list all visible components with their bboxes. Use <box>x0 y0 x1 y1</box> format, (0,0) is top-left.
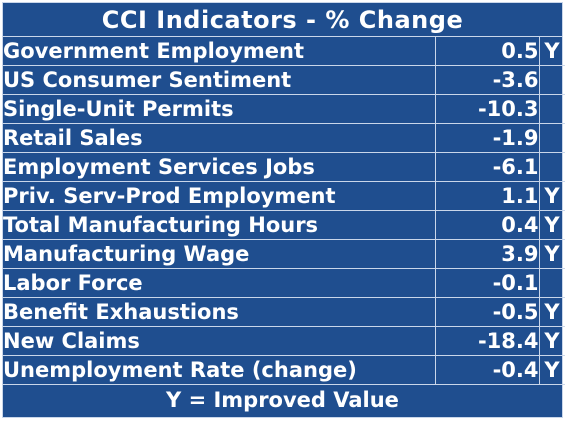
table-row: US Consumer Sentiment -3.6 <box>3 65 565 95</box>
indicators-table: Government Employment 0.5 Y US Consumer Sen… <box>3 37 565 385</box>
improved-flag: Y <box>538 355 565 385</box>
improved-flag: Y <box>538 210 565 240</box>
improved-flag: Y <box>538 181 565 211</box>
table-row: Total Manufacturing Hours 0.4 Y <box>3 210 565 240</box>
indicator-value: -0.5 <box>434 297 540 327</box>
indicators-table-body: Government Employment 0.5 Y US Consumer Sen… <box>3 37 565 385</box>
improved-flag <box>538 65 565 95</box>
cci-indicators-panel: CCI Indicators - % Change Government Emp… <box>2 2 565 418</box>
indicator-value: -18.4 <box>434 326 540 356</box>
indicator-value: -1.9 <box>434 123 540 153</box>
indicator-name: Unemployment Rate (change) <box>3 355 436 385</box>
table-row: Manufacturing Wage 3.9 Y <box>3 239 565 269</box>
indicator-value: -6.1 <box>434 152 540 182</box>
legend-footer: Y = Improved Value <box>3 384 562 417</box>
indicator-value: -10.3 <box>434 94 540 124</box>
improved-flag: Y <box>538 239 565 269</box>
table-row: Employment Services Jobs -6.1 <box>3 152 565 182</box>
table-row: Retail Sales -1.9 <box>3 123 565 153</box>
indicator-value: 0.5 <box>434 37 540 66</box>
table-row: Benefit Exhaustions -0.5 Y <box>3 297 565 327</box>
indicator-name: Single-Unit Permits <box>3 94 436 124</box>
improved-flag <box>538 123 565 153</box>
indicator-name: Manufacturing Wage <box>3 239 436 269</box>
improved-flag <box>538 94 565 124</box>
indicator-value: -3.6 <box>434 65 540 95</box>
indicator-value: 0.4 <box>434 210 540 240</box>
improved-flag <box>538 152 565 182</box>
indicator-value: 1.1 <box>434 181 540 211</box>
table-row: New Claims -18.4 Y <box>3 326 565 356</box>
improved-flag: Y <box>538 297 565 327</box>
indicator-name: Benefit Exhaustions <box>3 297 436 327</box>
indicator-name: Priv. Serv-Prod Employment <box>3 181 436 211</box>
indicator-name: Labor Force <box>3 268 436 298</box>
table-row: Unemployment Rate (change) -0.4 Y <box>3 355 565 385</box>
indicator-name: Retail Sales <box>3 123 436 153</box>
indicator-name: New Claims <box>3 326 436 356</box>
improved-flag: Y <box>538 326 565 356</box>
indicator-name: Total Manufacturing Hours <box>3 210 436 240</box>
indicator-value: -0.4 <box>434 355 540 385</box>
table-row: Labor Force -0.1 <box>3 268 565 298</box>
indicator-value: 3.9 <box>434 239 540 269</box>
table-row: Single-Unit Permits -10.3 <box>3 94 565 124</box>
indicator-name: Government Employment <box>3 37 436 66</box>
indicator-value: -0.1 <box>434 268 540 298</box>
improved-flag: Y <box>538 37 565 66</box>
improved-flag <box>538 268 565 298</box>
table-row: Priv. Serv-Prod Employment 1.1 Y <box>3 181 565 211</box>
indicator-name: Employment Services Jobs <box>3 152 436 182</box>
indicator-name: US Consumer Sentiment <box>3 65 436 95</box>
table-row: Government Employment 0.5 Y <box>3 37 565 66</box>
table-title: CCI Indicators - % Change <box>3 3 562 37</box>
